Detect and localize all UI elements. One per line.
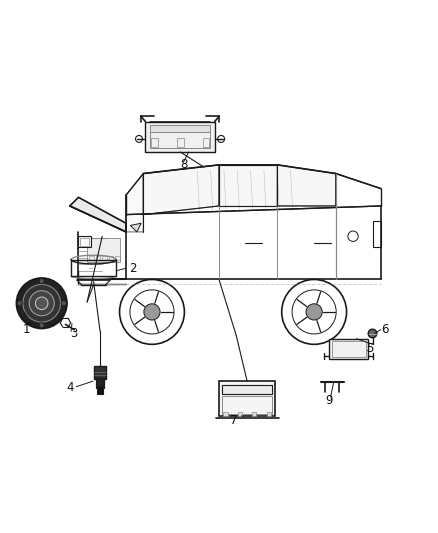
Bar: [177, 138, 184, 147]
Bar: [150, 131, 210, 148]
Bar: [150, 125, 210, 132]
Bar: [332, 341, 366, 357]
Bar: [219, 381, 275, 416]
Polygon shape: [219, 165, 277, 206]
Bar: [87, 238, 120, 262]
Text: 2: 2: [129, 262, 136, 275]
Circle shape: [35, 297, 48, 310]
Bar: [78, 236, 92, 247]
Bar: [223, 412, 228, 416]
Bar: [252, 412, 257, 416]
Circle shape: [39, 279, 44, 284]
Circle shape: [29, 290, 54, 316]
Bar: [329, 338, 368, 359]
Bar: [223, 396, 272, 414]
Text: ~: ~: [87, 266, 93, 272]
Text: 3: 3: [71, 327, 78, 340]
Text: 7: 7: [230, 414, 238, 426]
Bar: [96, 256, 100, 260]
Text: 6: 6: [381, 322, 389, 336]
Bar: [238, 412, 242, 416]
Circle shape: [23, 285, 60, 322]
Circle shape: [144, 304, 160, 320]
Bar: [145, 122, 215, 152]
Bar: [202, 138, 209, 147]
Polygon shape: [277, 165, 336, 206]
Bar: [267, 412, 271, 416]
Bar: [115, 256, 120, 260]
Polygon shape: [70, 197, 126, 232]
Bar: [96, 378, 104, 387]
Bar: [80, 238, 89, 246]
Bar: [109, 256, 113, 260]
Text: 8: 8: [181, 158, 188, 172]
Polygon shape: [126, 174, 143, 232]
Bar: [94, 366, 106, 379]
Circle shape: [17, 278, 67, 328]
Polygon shape: [143, 165, 219, 215]
Bar: [89, 256, 94, 260]
Circle shape: [39, 323, 44, 328]
Circle shape: [368, 329, 377, 338]
Text: 5: 5: [366, 342, 374, 355]
Circle shape: [306, 304, 322, 320]
Circle shape: [17, 301, 22, 306]
Text: 1: 1: [23, 322, 30, 336]
Circle shape: [61, 301, 67, 306]
Bar: [151, 138, 158, 147]
Bar: [97, 386, 103, 394]
Polygon shape: [131, 223, 141, 232]
Text: 9: 9: [325, 394, 333, 407]
Bar: [223, 384, 272, 394]
Text: 4: 4: [66, 381, 74, 394]
Bar: [102, 256, 106, 260]
Bar: [372, 221, 381, 247]
